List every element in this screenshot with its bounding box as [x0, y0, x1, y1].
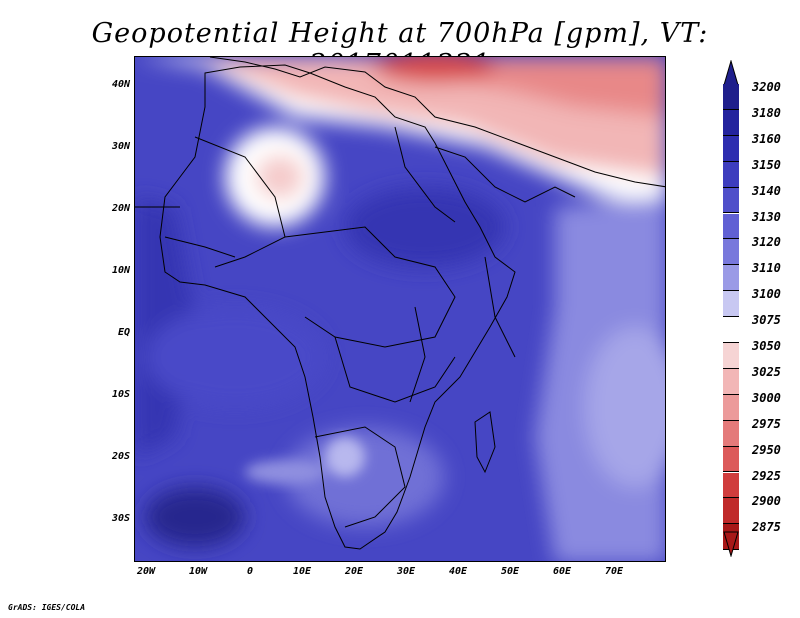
lon-label-10w: 10W [188, 566, 208, 577]
colorbar-swatch [723, 239, 739, 266]
colorbar-swatch [723, 291, 739, 318]
colorbar-swatch [723, 446, 739, 473]
colorbar-level-label: 3120 [752, 235, 781, 250]
colorbar-level-label: 3050 [752, 339, 781, 353]
height-field-contours [135, 57, 665, 561]
colorbar-level-label: 2950 [752, 442, 781, 457]
colorbar-level-label: 3180 [752, 105, 781, 120]
colorbar-bottom-arrow [723, 531, 739, 557]
map-plot-area [134, 56, 666, 562]
lon-label-60e: 60E [552, 566, 572, 577]
colorbar-level-label: 3140 [752, 183, 781, 198]
colorbar-level-label: 3160 [752, 131, 781, 146]
colorbar-swatch [723, 472, 739, 499]
lat-label-40n: 40N [111, 79, 130, 90]
lat-label-20n: 20N [111, 203, 130, 214]
colorbar-swatch [723, 187, 739, 214]
colorbar-top-arrow [723, 60, 739, 86]
colorbar-level-label: 2875 [752, 520, 781, 535]
lon-label-40e: 40E [448, 566, 468, 577]
colorbar-level-label: 3110 [752, 261, 781, 276]
colorbar-level-label: 2925 [752, 468, 781, 483]
colorbar-swatch [723, 420, 739, 447]
lat-label-10s: 10S [111, 389, 130, 400]
footer-credit: GrADS: IGES/COLA [8, 603, 86, 612]
colorbar-level-label: 2975 [752, 416, 781, 431]
colorbar-level-label: 3025 [752, 364, 781, 379]
colorbar-level-label: 3130 [752, 209, 781, 224]
colorbar-swatch [723, 161, 739, 188]
colorbar-level-label: 3000 [752, 390, 781, 405]
colorbar-swatch [723, 498, 739, 525]
height-field-detail [245, 437, 365, 484]
colorbar-level-label: 3100 [752, 287, 781, 302]
colorbar [723, 84, 739, 551]
lon-label-30e: 30E [396, 566, 416, 577]
colorbar-level-label: 2900 [752, 494, 781, 509]
lon-label-20w: 20W [136, 566, 156, 577]
colorbar-level-label: 3200 [752, 80, 781, 94]
lat-label-30n: 30N [111, 141, 130, 152]
colorbar-swatch [723, 265, 739, 292]
lat-label-30s: 30S [111, 513, 130, 524]
colorbar-level-label: 3075 [752, 313, 781, 328]
colorbar-swatch [723, 109, 739, 136]
colorbar-swatch [723, 394, 739, 421]
lon-label-20e: 20E [344, 566, 364, 577]
lon-label-50e: 50E [500, 566, 520, 577]
colorbar-swatch [723, 343, 739, 369]
lat-label-10n: 10N [111, 265, 130, 276]
lat-label-eq: EQ [117, 327, 130, 338]
lon-label-10e: 10E [292, 566, 312, 577]
colorbar-swatch [723, 84, 739, 110]
map-svg [135, 57, 665, 561]
colorbar-level-label: 3150 [752, 157, 781, 172]
colorbar-swatch [723, 213, 739, 240]
coastlines [135, 57, 665, 550]
lon-label-0: 0 [246, 566, 254, 577]
colorbar-swatch [723, 317, 739, 343]
lat-label-20s: 20S [111, 451, 130, 462]
lon-label-70e: 70E [604, 566, 624, 577]
colorbar-swatch [723, 135, 739, 162]
colorbar-swatch [723, 368, 739, 395]
